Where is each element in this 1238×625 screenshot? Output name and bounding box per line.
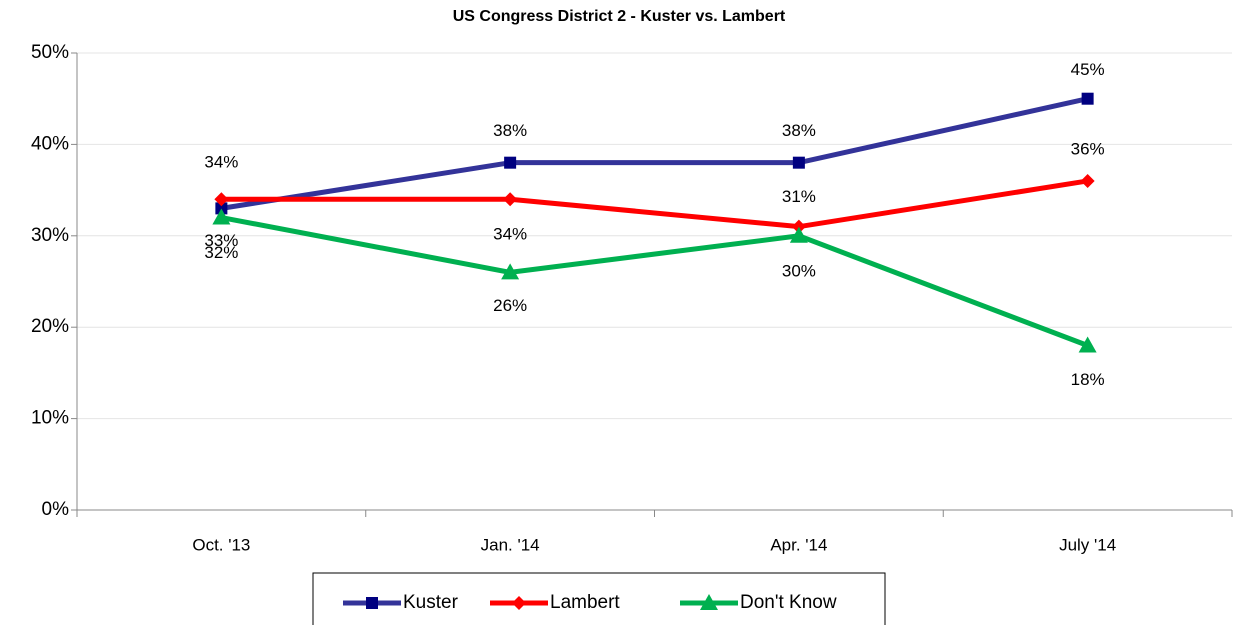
marker <box>503 192 518 207</box>
marker <box>214 192 229 207</box>
marker <box>212 208 231 225</box>
marker <box>366 597 378 609</box>
marker <box>504 156 517 169</box>
marker <box>789 226 808 243</box>
marker <box>1080 173 1095 188</box>
x-tick-label: Jan. '14 <box>481 535 540 554</box>
marker <box>1078 336 1097 353</box>
marker <box>791 219 806 234</box>
data-label: 38% <box>782 121 816 140</box>
data-label: 34% <box>493 225 527 244</box>
legend-item: Lambert <box>490 592 620 613</box>
x-tick-label: July '14 <box>1059 535 1116 554</box>
data-label: 33% <box>204 231 238 250</box>
data-label: 38% <box>493 121 527 140</box>
marker <box>792 156 805 169</box>
series-line <box>220 215 1089 348</box>
legend-item: Kuster <box>343 592 459 613</box>
legend-label: Kuster <box>403 592 459 613</box>
y-tick-label: 30% <box>31 225 69 246</box>
data-label: 34% <box>204 153 238 172</box>
data-label: 36% <box>1071 139 1105 158</box>
x-tick-label: Apr. '14 <box>770 535 827 554</box>
legend-box <box>312 572 886 625</box>
y-tick-label: 50% <box>31 42 69 63</box>
x-tick-label: Oct. '13 <box>192 535 250 554</box>
series-line <box>220 96 1089 211</box>
legend-item: Don't Know <box>680 592 837 613</box>
marker <box>501 263 520 280</box>
y-tick-label: 10% <box>31 408 69 429</box>
marker <box>215 202 228 215</box>
data-label: 18% <box>1071 370 1105 389</box>
data-label: 26% <box>493 296 527 315</box>
y-tick-label: 20% <box>31 316 69 337</box>
data-label: 30% <box>782 261 816 280</box>
marker <box>1081 92 1094 105</box>
chart-title: US Congress District 2 - Kuster vs. Lamb… <box>453 8 786 25</box>
data-label: 32% <box>204 243 238 262</box>
y-tick-label: 40% <box>31 133 69 154</box>
data-label: 45% <box>1071 60 1105 79</box>
legend-label: Lambert <box>550 592 620 613</box>
marker <box>512 596 526 610</box>
series-line <box>221 178 1089 230</box>
marker <box>700 594 718 610</box>
legend-label: Don't Know <box>740 592 837 613</box>
data-label: 31% <box>782 187 816 206</box>
y-tick-label: 0% <box>42 499 70 520</box>
